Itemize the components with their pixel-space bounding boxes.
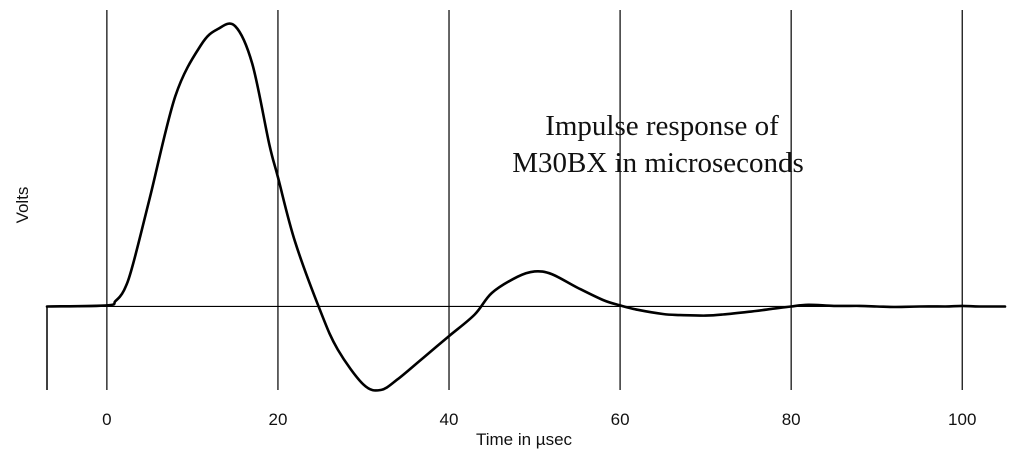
x-axis-label: Time in µsec (476, 430, 573, 449)
x-tick-label-80: 80 (782, 410, 801, 429)
chart-annotation-line-1: Impulse response of (545, 110, 779, 142)
grid-lines (106, 10, 963, 390)
chart-annotation-line-2: M30BX in microseconds (512, 147, 804, 179)
y-axis-label: Volts (13, 187, 32, 224)
x-tick-label-20: 20 (268, 410, 287, 429)
x-tick-labels: 0 20 40 60 80 100 (102, 410, 976, 429)
x-tick-label-60: 60 (611, 410, 630, 429)
x-tick-label-0: 0 (102, 410, 111, 429)
x-tick-label-100: 100 (948, 410, 976, 429)
impulse-response-line (45, 22, 1007, 392)
x-tick-label-40: 40 (440, 410, 459, 429)
